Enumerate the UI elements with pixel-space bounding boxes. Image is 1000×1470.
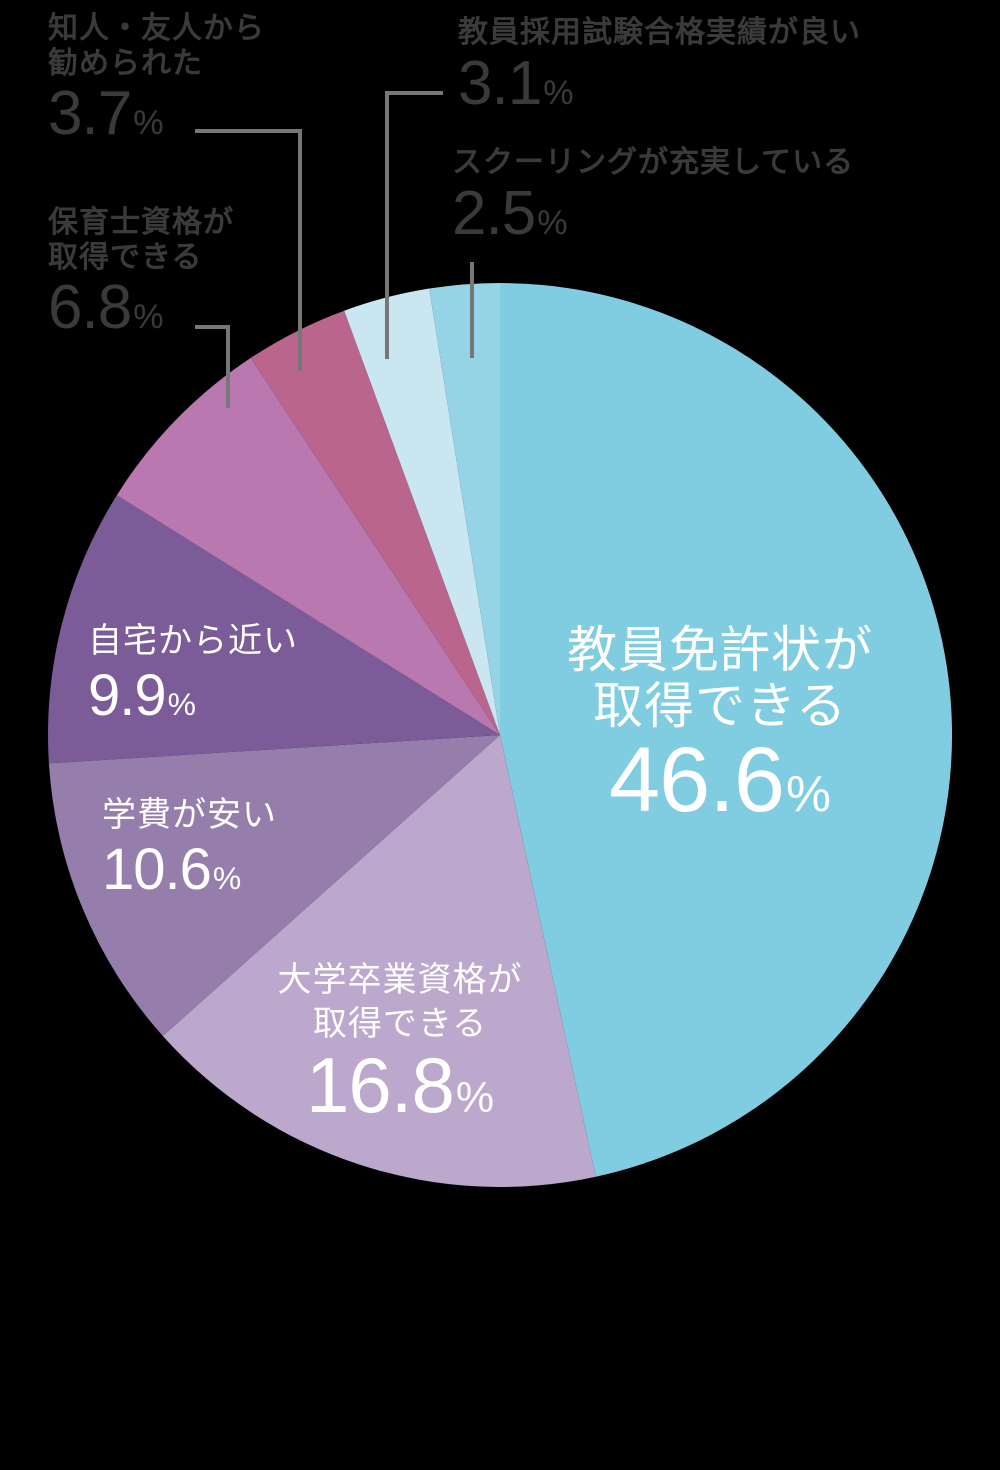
label-value: 9.9% bbox=[88, 663, 196, 729]
leader-line-hiring-exam-record bbox=[385, 91, 443, 359]
label-low-tuition: 学費が安い 10.6% bbox=[102, 795, 277, 903]
label-value: 10.6% bbox=[102, 837, 242, 903]
label-name: 教員免許状が bbox=[567, 621, 873, 679]
pie-slice bbox=[429, 283, 500, 735]
pie-slice bbox=[116, 358, 500, 735]
leader-line-childcare-license bbox=[195, 325, 230, 408]
pie-slice bbox=[500, 283, 953, 1177]
label-name: 取得できる bbox=[48, 239, 203, 275]
label-teacher-license: 教員免許状が 取得できる 46.6% bbox=[520, 622, 920, 826]
label-name: スクーリングが充実している bbox=[452, 145, 855, 180]
pie-slice bbox=[47, 495, 501, 764]
label-childcare-license: 保育士資格が 取得できる 6.8% bbox=[48, 205, 234, 342]
label-university-degree: 大学卒業資格が 取得できる 16.8% bbox=[240, 958, 560, 1124]
pie-slice bbox=[250, 310, 500, 735]
pie-slice bbox=[344, 288, 500, 735]
label-name: 知人・友人から bbox=[48, 11, 265, 46]
pie-slices bbox=[47, 283, 953, 1188]
label-name: 取得できる bbox=[312, 1004, 488, 1045]
label-value: 6.8% bbox=[48, 273, 164, 342]
label-name: 大学卒業資格が bbox=[277, 960, 523, 1000]
label-recommended: 知人・友人から 勧められた 3.7% bbox=[48, 11, 265, 148]
pie-slice bbox=[162, 735, 596, 1188]
label-value: 16.8% bbox=[306, 1041, 494, 1130]
leader-line-recommended bbox=[195, 129, 302, 371]
label-name: 勧められた bbox=[48, 45, 203, 81]
label-value: 3.7% bbox=[48, 79, 164, 148]
label-value: 46.6% bbox=[608, 729, 832, 831]
label-name: 自宅から近い bbox=[88, 621, 298, 661]
pie-slice bbox=[48, 735, 500, 1037]
label-hiring-exam-record: 教員採用試験合格実績が良い 3.1% bbox=[458, 15, 861, 118]
label-name: 取得できる bbox=[593, 677, 847, 735]
label-name: 保育士資格が bbox=[48, 205, 234, 240]
leader-lines bbox=[195, 91, 474, 408]
label-value: 3.1% bbox=[458, 48, 574, 118]
label-name: 教員採用試験合格実績が良い bbox=[458, 15, 861, 50]
label-name: 学費が安い bbox=[102, 795, 277, 835]
label-close-to-home: 自宅から近い 9.9% bbox=[88, 621, 298, 729]
label-value: 2.5% bbox=[452, 178, 568, 248]
label-schooling: スクーリングが充実している 2.5% bbox=[452, 145, 855, 248]
